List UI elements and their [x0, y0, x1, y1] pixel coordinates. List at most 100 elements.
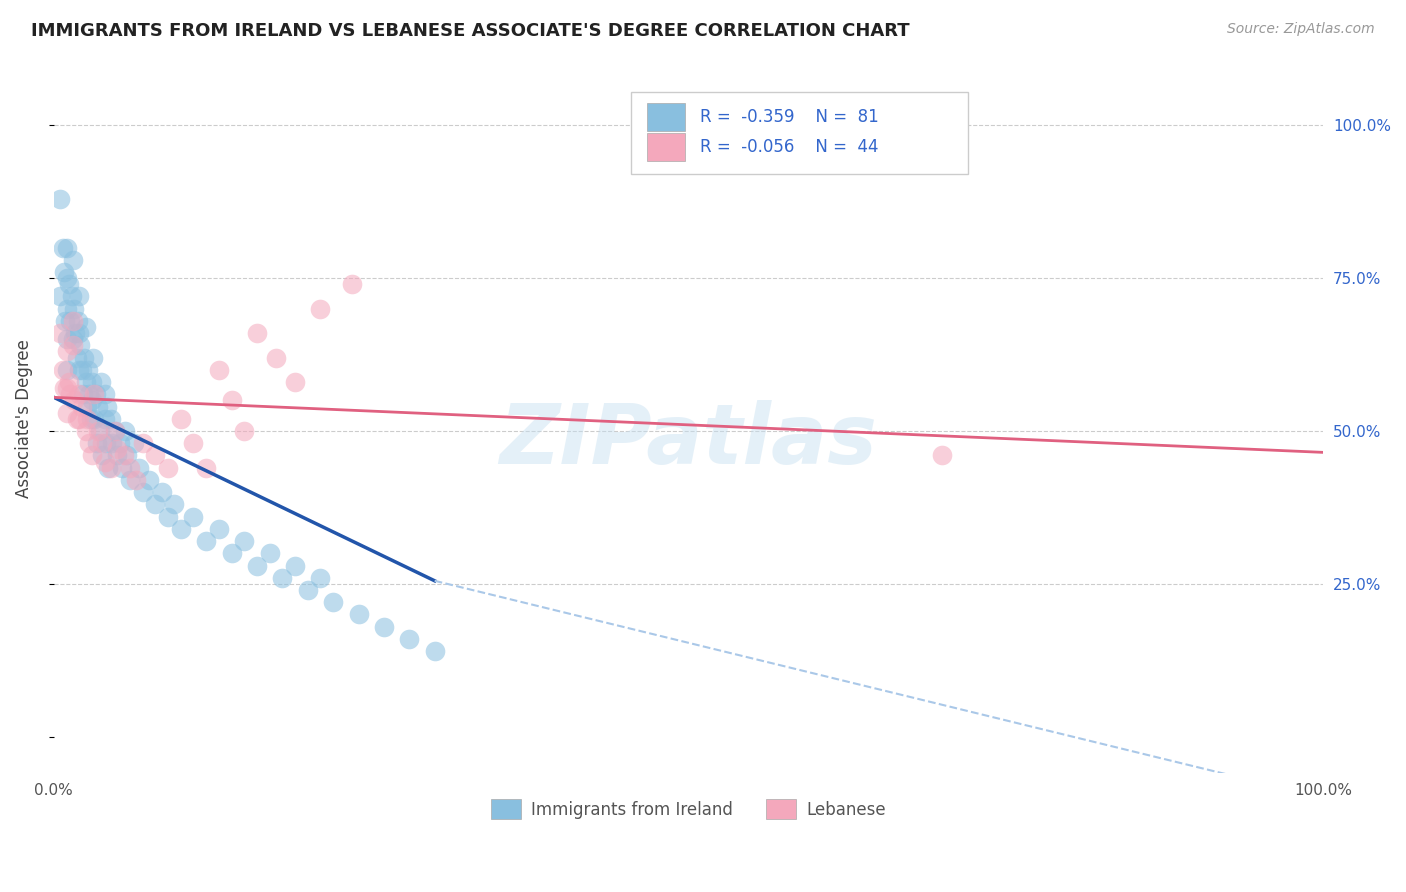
Point [70, 363, 93, 377]
Point [138, 473, 160, 487]
Point [91, 449, 114, 463]
Point [86, 436, 108, 450]
Point [77, 363, 100, 377]
Point [145, 449, 167, 463]
Point [63, 301, 86, 316]
Point [67, 411, 90, 425]
Point [58, 375, 80, 389]
Point [112, 449, 135, 463]
Point [128, 460, 150, 475]
Point [96, 400, 118, 414]
Point [66, 314, 89, 328]
Point [62, 332, 84, 346]
Point [233, 534, 256, 549]
Point [58, 277, 80, 292]
Point [93, 454, 115, 468]
Point [284, 375, 307, 389]
Point [122, 436, 145, 450]
Point [62, 252, 84, 267]
Point [125, 473, 148, 487]
Point [111, 460, 134, 475]
Point [49, 326, 72, 340]
Point [398, 632, 420, 646]
Point [80, 449, 103, 463]
Point [53, 314, 76, 328]
Point [91, 436, 114, 450]
Point [63, 393, 86, 408]
Point [100, 411, 122, 425]
Point [246, 326, 269, 340]
Point [101, 436, 124, 450]
Point [65, 326, 87, 340]
Point [55, 301, 77, 316]
Point [67, 326, 90, 340]
Point [67, 387, 90, 401]
Point [66, 351, 89, 365]
Text: ZIPatlas: ZIPatlas [499, 400, 877, 481]
Point [75, 424, 97, 438]
Point [84, 387, 107, 401]
Point [105, 442, 128, 457]
FancyBboxPatch shape [631, 93, 967, 174]
Point [66, 411, 89, 425]
Point [309, 571, 332, 585]
Point [75, 320, 97, 334]
Point [118, 460, 141, 475]
Point [89, 424, 111, 438]
Point [373, 620, 395, 634]
Point [52, 363, 75, 377]
Point [76, 400, 98, 414]
Point [55, 332, 77, 346]
Point [67, 363, 90, 377]
Point [246, 558, 269, 573]
Point [114, 424, 136, 438]
Point [55, 363, 77, 377]
Point [347, 607, 370, 622]
Point [145, 497, 167, 511]
Point [117, 449, 139, 463]
Point [76, 411, 98, 425]
Point [53, 265, 76, 279]
Point [87, 424, 110, 438]
Y-axis label: Associate's Degree: Associate's Degree [15, 339, 32, 499]
Point [82, 351, 104, 365]
Point [80, 393, 103, 408]
Point [67, 289, 90, 303]
Legend: Immigrants from Ireland, Lebanese: Immigrants from Ireland, Lebanese [485, 793, 893, 825]
Point [90, 375, 112, 389]
Point [55, 271, 77, 285]
Point [131, 485, 153, 500]
Point [93, 411, 115, 425]
Point [59, 387, 82, 401]
Point [60, 289, 83, 303]
Point [105, 449, 128, 463]
Point [157, 460, 180, 475]
Point [75, 375, 97, 389]
Point [70, 400, 93, 414]
Point [53, 381, 76, 395]
Point [49, 192, 72, 206]
Point [118, 473, 141, 487]
Point [93, 387, 115, 401]
Point [72, 387, 94, 401]
Text: R =  -0.056    N =  44: R = -0.056 N = 44 [700, 138, 879, 156]
Bar [647, 103, 685, 131]
Point [183, 509, 205, 524]
Point [221, 393, 243, 408]
Point [297, 582, 319, 597]
Point [104, 424, 127, 438]
Bar [647, 133, 685, 161]
Text: IMMIGRANTS FROM IRELAND VS LEBANESE ASSOCIATE'S DEGREE CORRELATION CHART: IMMIGRANTS FROM IRELAND VS LEBANESE ASSO… [31, 22, 910, 40]
Point [284, 558, 307, 573]
Point [79, 387, 101, 401]
Point [150, 485, 173, 500]
Point [340, 277, 363, 292]
Point [80, 375, 103, 389]
Point [163, 497, 186, 511]
Point [170, 411, 193, 425]
Point [157, 509, 180, 524]
Point [94, 436, 117, 450]
Point [322, 595, 344, 609]
Text: Source: ZipAtlas.com: Source: ZipAtlas.com [1227, 22, 1375, 37]
Point [271, 571, 294, 585]
